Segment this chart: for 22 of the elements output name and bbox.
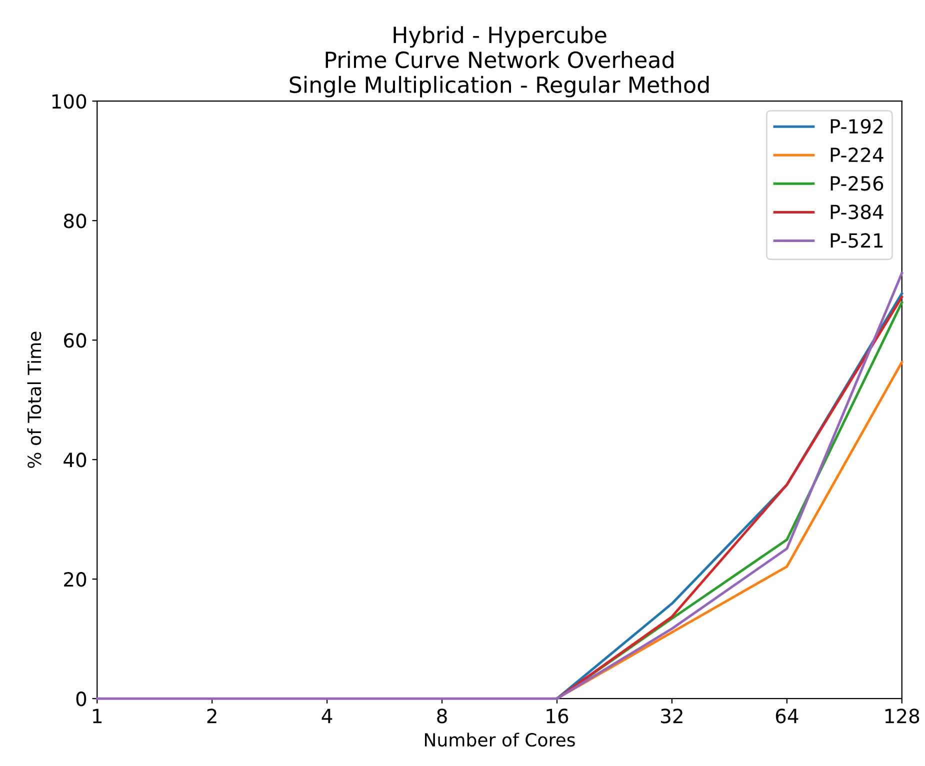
x-tick-label: 16 (546, 708, 568, 724)
x-tick-label: 4 (322, 708, 332, 724)
y-tick-label: 40 (64, 452, 86, 468)
legend-label: P-192 (830, 118, 882, 134)
y-tick-label: 60 (64, 333, 86, 348)
legend-label: P-256 (830, 176, 884, 191)
legend-label: P-521 (830, 233, 883, 248)
x-tick-label: 1 (93, 708, 102, 724)
x-tick-label: 128 (885, 708, 920, 724)
legend-label: P-224 (830, 147, 884, 162)
x-tick-label: 64 (776, 708, 798, 724)
y-tick-label: 0 (76, 692, 86, 706)
y-axis-title: % of Total Time (27, 332, 42, 468)
y-tick-label: 80 (64, 214, 86, 228)
chart-title: Hybrid - Hypercube Prime Curve Network Overhead Single Multiplication - Regular Method (290, 26, 709, 98)
x-tick-label: 8 (437, 708, 447, 724)
x-tick-label: 32 (661, 708, 682, 724)
x-tick-label: 2 (207, 708, 216, 724)
y-tick-label: 20 (64, 572, 86, 587)
legend-label: P-384 (830, 204, 884, 220)
y-tick-label: 100 (52, 94, 86, 109)
x-axis-title: Number of Cores (424, 732, 575, 747)
